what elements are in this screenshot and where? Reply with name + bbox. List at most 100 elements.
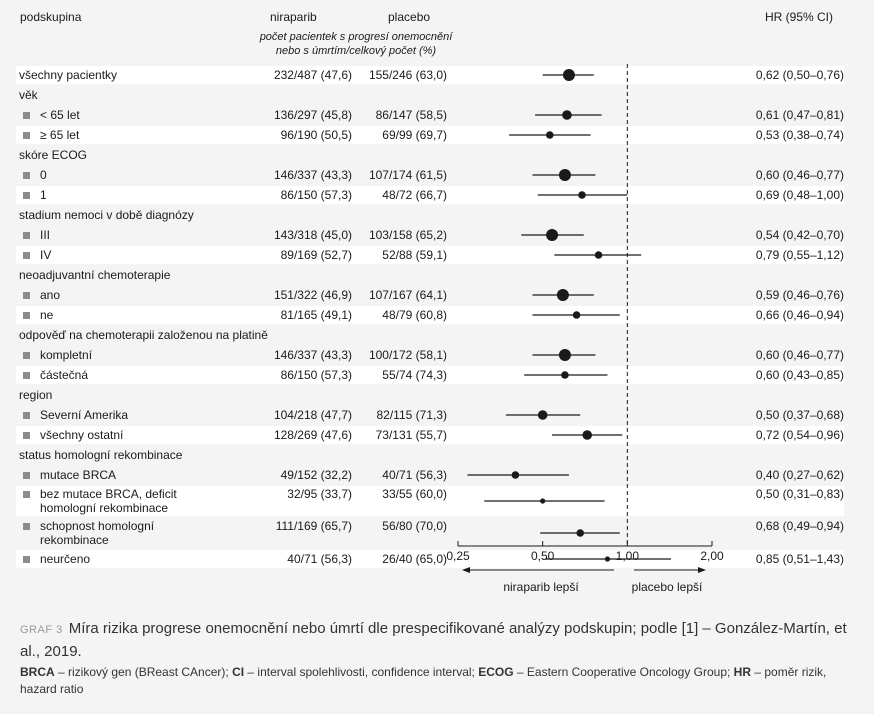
niraparib-count: 49/152 (32,2) [280, 468, 352, 482]
subgroup-header: odpověď na chemoterapii založenou na pla… [16, 326, 844, 344]
row-label: schopnost homologní rekombinace [40, 519, 154, 547]
niraparib-count: 128/269 (47,6) [273, 428, 352, 442]
bullet-square [23, 252, 30, 259]
bullet-square [23, 352, 30, 359]
row-label: ne [40, 308, 54, 322]
row-label: neurčeno [40, 552, 91, 566]
subgroup-header: stadium nemoci v době diagnózy [16, 206, 844, 224]
placebo-count: 86/147 (58,5) [375, 108, 447, 122]
hr-value: 0,79 (0,55–1,12) [755, 248, 844, 262]
col-header-subtitle-1: počet pacientek s progresí onemocnění [259, 31, 453, 43]
hr-point [578, 191, 586, 199]
forest-plot: 0,25 0,50 1,00 2,00 niraparib lepší placebo l… [446, 64, 724, 594]
niraparib-count: 146/337 (43,3) [273, 348, 352, 362]
bullet-square [23, 556, 30, 563]
table-row: všechny pacientky 232/487 (47,6) 155/246 (… [16, 66, 844, 84]
placebo-count: 73/131 (55,7) [375, 428, 447, 442]
placebo-count: 48/72 (66,7) [382, 188, 447, 202]
placebo-count: 56/80 (70,0) [382, 519, 447, 533]
hr-value: 0,59 (0,46–0,76) [755, 288, 844, 302]
footnote-text: – interval spolehlivosti, confidence int… [244, 665, 479, 679]
right-arrow-head [698, 567, 706, 573]
hr-value: 0,85 (0,51–1,43) [755, 552, 844, 566]
footnote-abbr: ECOG [478, 665, 514, 679]
hr-point [582, 430, 593, 440]
hr-value: 0,50 (0,37–0,68) [755, 408, 844, 422]
bullet-square [23, 523, 30, 530]
placebo-count: 40/71 (56,3) [382, 468, 447, 482]
table-row: všechny ostatní 128/269 (47,6) 73/131 (55,… [16, 426, 844, 444]
table-row: neurčeno 40/71 (56,3) 26/40 (65,0) 0,85 (0,… [16, 550, 844, 568]
hr-value: 0,54 (0,42–0,70) [755, 228, 844, 242]
bullet-square [23, 412, 30, 419]
subgroup-header-label: stadium nemoci v době diagnózy [19, 208, 194, 222]
hr-value: 0,62 (0,50–0,76) [755, 68, 844, 82]
table-row: ≥ 65 let 96/190 (50,5) 69/99 (69,7) 0,53 (0… [16, 126, 844, 144]
col-header-niraparib: niraparib [270, 10, 317, 24]
figure-caption: GRAF 3 Míra rizika progrese onemocnění ne… [20, 618, 860, 662]
x-tick-label: 1,00 [616, 549, 640, 563]
bullet-square [23, 112, 30, 119]
col-header-subgroup: podskupina [20, 10, 82, 24]
placebo-count: 69/99 (69,7) [382, 128, 447, 142]
hr-point [511, 471, 520, 479]
hr-point [540, 498, 546, 504]
hr-point [556, 289, 569, 301]
niraparib-count: 81/165 (49,1) [280, 308, 352, 322]
row-label: Severní Amerika [40, 408, 129, 422]
footnote-abbr: BRCA [20, 665, 55, 679]
col-header-subtitle-2: nebo s úmrtím/celkový počet (%) [275, 45, 437, 57]
hr-value: 0,72 (0,54–0,96) [755, 428, 844, 442]
bullet-square [23, 472, 30, 479]
row-label-line: bez mutace BRCA, deficit [40, 487, 177, 501]
niraparib-count: 143/318 (45,0) [273, 228, 352, 242]
niraparib-count: 151/322 (46,9) [273, 288, 352, 302]
hr-value: 0,68 (0,49–0,94) [755, 519, 844, 533]
niraparib-count: 96/190 (50,5) [280, 128, 352, 142]
bullet-square [23, 132, 30, 139]
hr-value: 0,60 (0,43–0,85) [755, 368, 844, 382]
bullet-square [23, 312, 30, 319]
table-row: mutace BRCA 49/152 (32,2) 40/71 (56,3) 0,40… [16, 466, 844, 484]
table-row: IV 89/169 (52,7) 52/88 (59,1) 0,79 (0,55–1,… [16, 246, 844, 264]
row-label: < 65 let [40, 108, 80, 122]
subgroup-header: věk [16, 86, 844, 104]
placebo-count: 103/158 (65,2) [368, 228, 447, 242]
niraparib-count: 232/487 (47,6) [273, 68, 352, 82]
niraparib-count: 86/150 (57,3) [280, 368, 352, 382]
placebo-count: 107/167 (64,1) [368, 288, 447, 302]
hr-point [572, 311, 581, 319]
placebo-count: 107/174 (61,5) [368, 168, 447, 182]
bullet-square [23, 491, 30, 498]
row-label: částečná [40, 368, 89, 382]
bullet-square [23, 192, 30, 199]
hr-point [545, 131, 554, 139]
hr-point [604, 556, 611, 562]
footnote-text: – rizikový gen (BReast CAncer); [54, 665, 233, 679]
hr-point [558, 349, 571, 361]
row-label: ≥ 65 let [40, 128, 80, 142]
table-row: < 65 let 136/297 (45,8) 86/147 (58,5) 0,61 … [16, 106, 844, 124]
hr-value: 0,61 (0,47–0,81) [755, 108, 844, 122]
right-arrow-label: placebo lepší [632, 580, 703, 594]
niraparib-count: 89/169 (52,7) [280, 248, 352, 262]
table-row: 0 146/337 (43,3) 107/174 (61,5) 0,60 (0,46–… [16, 166, 844, 184]
bullet-square [23, 292, 30, 299]
subgroup-header-label: region [19, 388, 53, 402]
left-arrow-head [462, 567, 470, 573]
row-label: bez mutace BRCA, deficit homologní rekomb… [40, 487, 177, 515]
row-label: 0 [40, 168, 47, 182]
col-header-hr: HR (95% CI) [764, 10, 833, 24]
hr-value: 0,60 (0,46–0,77) [755, 348, 844, 362]
table-row: ano 151/322 (46,9) 107/167 (64,1) 0,59 (0,4… [16, 286, 844, 304]
niraparib-count: 32/95 (33,7) [287, 487, 352, 501]
hr-point [558, 169, 571, 181]
niraparib-count: 136/297 (45,8) [273, 108, 352, 122]
x-tick-label: 0,50 [531, 549, 555, 563]
abbreviations-footnote: BRCA – rizikový gen (BReast CAncer); CI … [20, 664, 860, 698]
niraparib-count: 40/71 (56,3) [287, 552, 352, 566]
row-label: mutace BRCA [40, 468, 117, 482]
bullet-square [23, 372, 30, 379]
placebo-count: 52/88 (59,1) [382, 248, 447, 262]
row-label: všechny ostatní [40, 428, 124, 442]
